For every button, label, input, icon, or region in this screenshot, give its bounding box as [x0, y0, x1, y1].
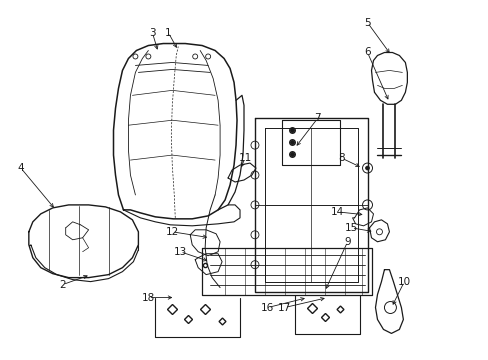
Text: 13: 13 — [173, 247, 186, 257]
Text: 2: 2 — [59, 280, 66, 289]
Text: 9: 9 — [344, 237, 350, 247]
Circle shape — [365, 166, 369, 170]
Text: 11: 11 — [238, 153, 251, 163]
Text: 5: 5 — [364, 18, 370, 28]
Text: 15: 15 — [344, 223, 358, 233]
Text: 1: 1 — [164, 28, 171, 37]
Text: 12: 12 — [165, 227, 179, 237]
Text: 18: 18 — [142, 293, 155, 302]
Text: 17: 17 — [278, 302, 291, 312]
Text: 7: 7 — [314, 113, 321, 123]
Text: 16: 16 — [261, 302, 274, 312]
Text: 14: 14 — [330, 207, 344, 217]
Text: 3: 3 — [149, 28, 155, 37]
Text: 8: 8 — [338, 153, 344, 163]
Text: 10: 10 — [397, 276, 410, 287]
Text: 4: 4 — [18, 163, 24, 173]
Text: 6: 6 — [364, 48, 370, 58]
